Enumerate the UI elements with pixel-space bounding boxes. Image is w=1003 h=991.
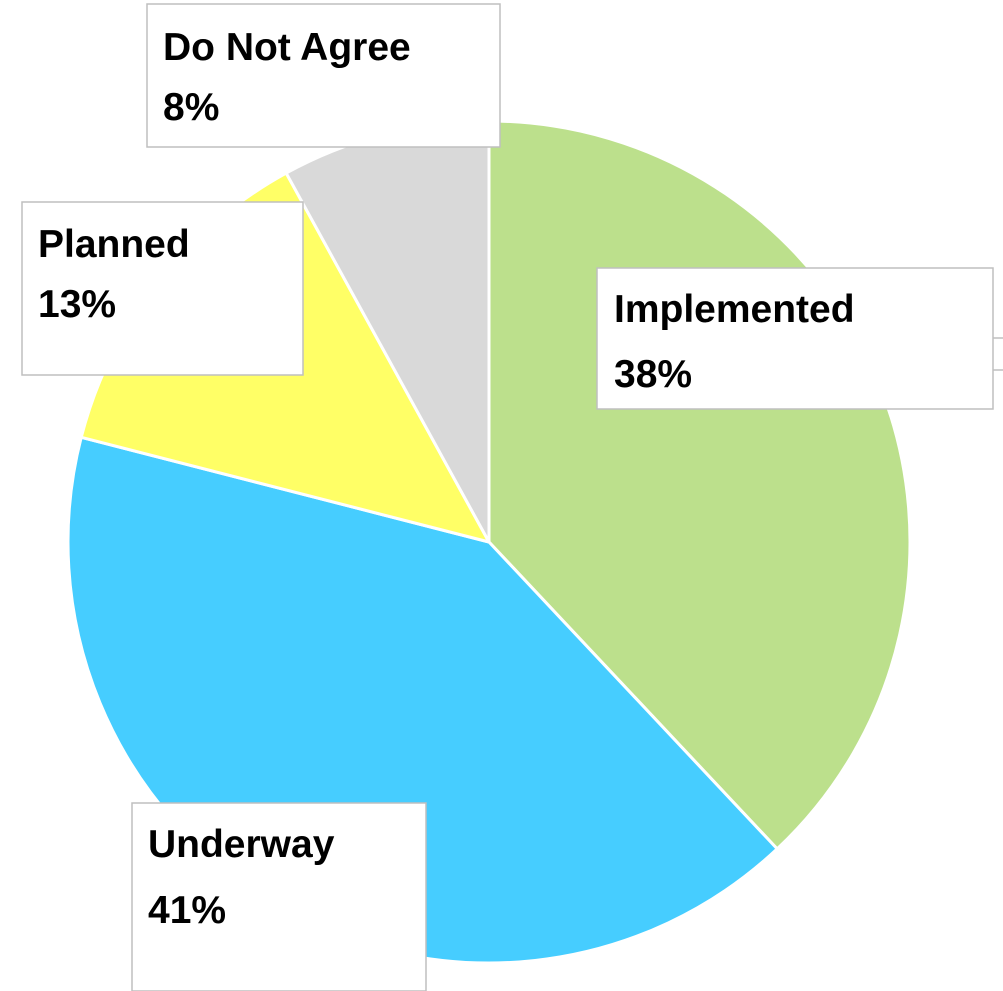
- callout-planned: Planned 13%: [21, 201, 304, 376]
- slice-label-implemented: Implemented: [614, 288, 855, 331]
- slice-label-do-not-agree: Do Not Agree: [163, 26, 411, 69]
- callout-underway: Underway 41%: [131, 802, 427, 991]
- slice-percent-implemented: 38%: [614, 353, 692, 396]
- slice-percent-underway: 41%: [148, 889, 226, 932]
- slice-label-underway: Underway: [148, 823, 335, 866]
- callout-box-underway: [131, 802, 427, 991]
- slice-percent-planned: 13%: [38, 283, 116, 326]
- callout-implemented: Implemented 38%: [596, 267, 994, 410]
- callout-box-planned: [21, 201, 304, 376]
- callout-do-not-agree: Do Not Agree 8%: [146, 3, 501, 148]
- callout-box-do-not-agree: [146, 3, 501, 148]
- callout-box-implemented: [596, 267, 994, 410]
- slice-percent-do-not-agree: 8%: [163, 86, 219, 129]
- leader-line-implemented: [993, 337, 1003, 371]
- slice-label-planned: Planned: [38, 223, 190, 266]
- leader-lines: [993, 337, 1003, 371]
